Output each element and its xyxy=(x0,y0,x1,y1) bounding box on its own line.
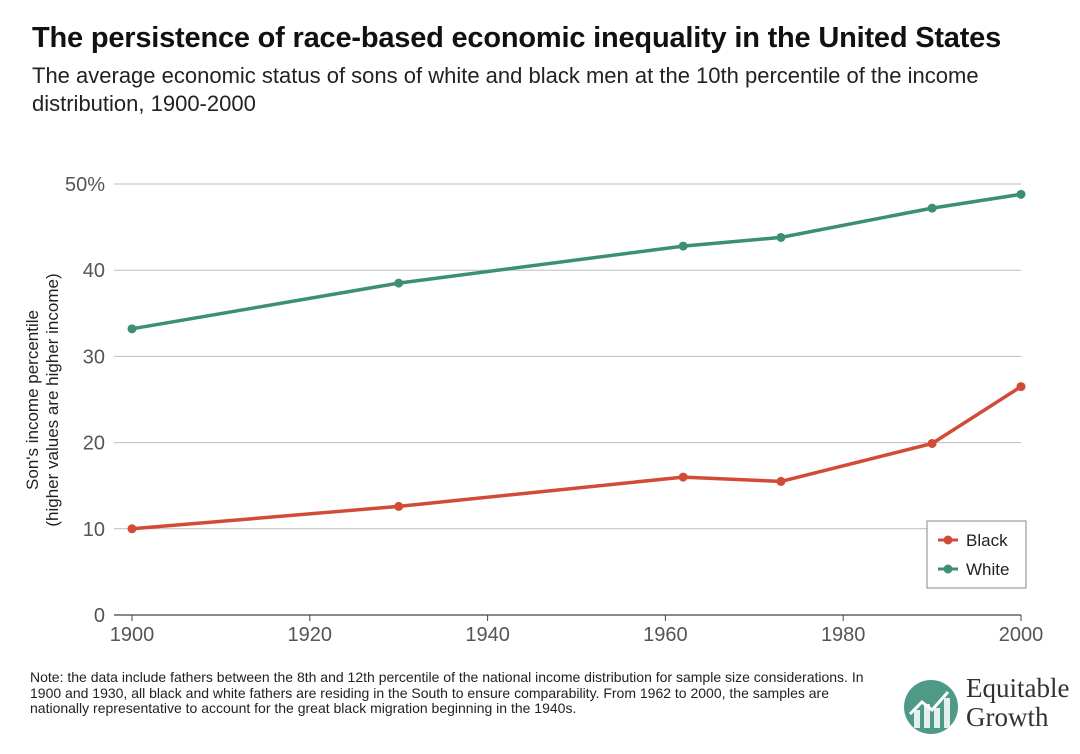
data-point-white xyxy=(394,278,404,288)
legend-label-white: White xyxy=(966,560,1009,579)
x-tick-label: 2000 xyxy=(999,624,1044,646)
logo-wordmark: Equitable Growth xyxy=(966,674,1069,732)
legend-box xyxy=(926,520,1027,589)
data-point-white xyxy=(127,324,137,334)
y-tick-label: 50% xyxy=(65,174,105,196)
y-tick-label: 20 xyxy=(83,433,105,455)
gridlines xyxy=(114,183,1021,616)
x-tick-label: 1980 xyxy=(821,624,866,646)
y-tick-label: 0 xyxy=(94,605,105,627)
data-point-black xyxy=(927,438,937,448)
y-tick-labels: 0 10 20 30 40 50% xyxy=(65,174,105,627)
y-tick-label: 30 xyxy=(83,346,105,368)
data-series xyxy=(127,189,1026,534)
data-point-white xyxy=(1016,189,1026,199)
footnote: Note: the data include fathers between t… xyxy=(30,669,864,716)
legend-marker-white xyxy=(943,564,953,574)
legend: Black White xyxy=(926,520,1027,589)
data-point-white xyxy=(678,241,688,251)
data-point-black xyxy=(1016,382,1026,392)
line-chart: 0 10 20 30 40 50% 1900 1920 1940 1960 1980 2000 So… xyxy=(23,174,1044,646)
chart-title: The persistence of race-based economic i… xyxy=(32,22,1002,54)
x-tick-labels: 1900 1920 1940 1960 1980 2000 xyxy=(110,615,1044,646)
series-line-black xyxy=(130,384,1023,531)
x-tick-label: 1920 xyxy=(288,624,333,646)
x-tick-label: 1960 xyxy=(643,624,688,646)
data-point-white xyxy=(776,232,786,242)
y-axis-label-line1: Son's income percentile xyxy=(23,310,42,490)
data-point-black xyxy=(127,524,137,534)
y-tick-label: 40 xyxy=(83,260,105,282)
equitable-growth-logo: Equitable Growth xyxy=(904,670,1080,740)
chart-subtitle: The average economic status of sons of w… xyxy=(32,63,979,116)
legend-marker-black xyxy=(943,535,953,545)
x-tick-label: 1940 xyxy=(465,624,510,646)
y-tick-label: 10 xyxy=(83,519,105,541)
legend-label-black: Black xyxy=(966,531,1008,550)
x-tick-label: 1900 xyxy=(110,624,155,646)
growth-chart-icon xyxy=(904,680,958,734)
logo-line-2: Growth xyxy=(966,702,1049,732)
logo-line-1: Equitable xyxy=(966,673,1070,703)
series-line-white xyxy=(130,192,1023,331)
data-point-black xyxy=(678,472,688,482)
data-point-black xyxy=(776,476,786,486)
y-axis-label-line2: (higher values are higher income) xyxy=(43,273,62,526)
data-point-black xyxy=(394,501,404,511)
data-point-white xyxy=(927,203,937,213)
